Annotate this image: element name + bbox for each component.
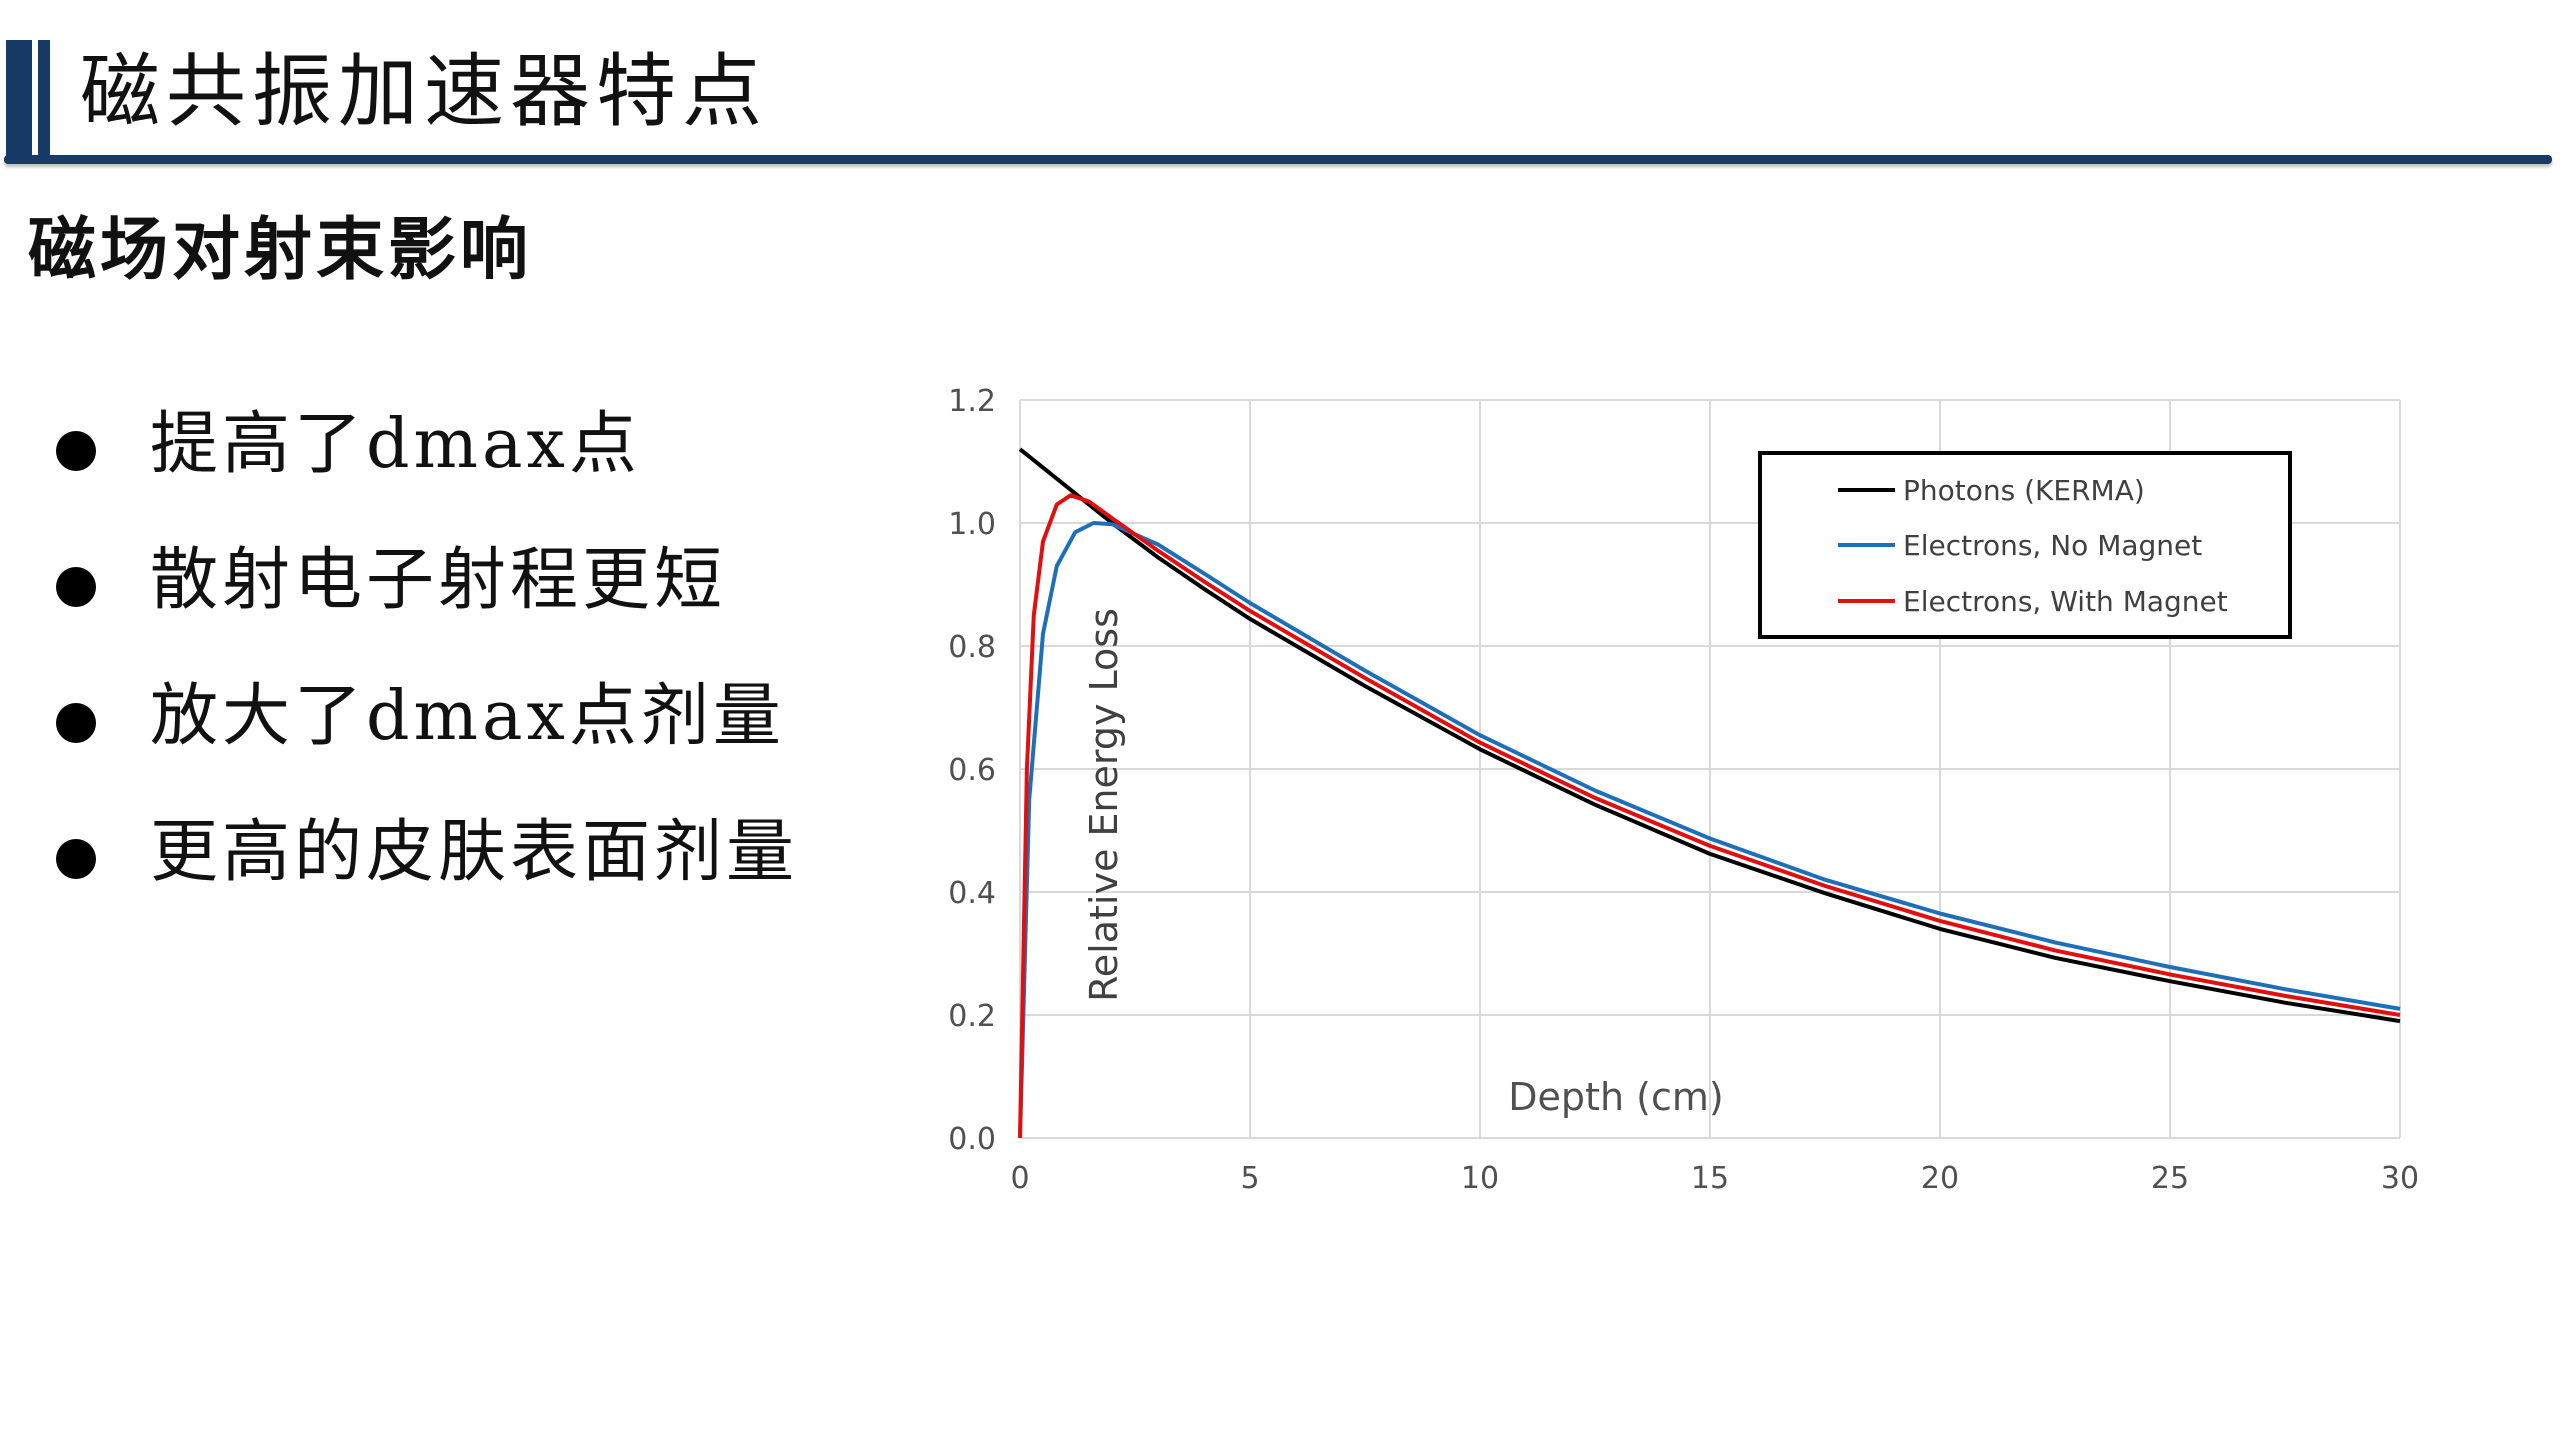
- legend-label-electrons-no-magnet: Electrons, No Magnet: [1903, 529, 2202, 562]
- bullet-item: 提高了dmax点: [50, 405, 798, 541]
- series-line-electrons-with-magnet: [1018, 493, 2401, 1139]
- x-tick-label: 10: [1461, 1161, 1499, 1196]
- y-tick-label: 0.6: [948, 753, 996, 788]
- series-line-photons-kerma: [1018, 447, 2401, 1024]
- y-tick-label: 0.0: [948, 1122, 996, 1157]
- y-axis-label: Relative Energy Loss: [1082, 608, 1126, 1002]
- title-divider: [4, 155, 2552, 164]
- page-title: 磁共振加速器特点: [80, 45, 768, 138]
- section-subtitle: 磁场对射束影响: [28, 210, 533, 290]
- legend-label-photons: Photons (KERMA): [1903, 474, 2145, 507]
- bullet-item: 放大了dmax点剂量: [50, 677, 798, 813]
- x-tick-label: 25: [2151, 1161, 2189, 1196]
- bullet-item: 更高的皮肤表面剂量: [50, 813, 798, 949]
- chart-ticks: 0 5 10 15 20 25 30 0.0 0.2 0.4 0.6 0.8 1.0 1.2: [948, 384, 2419, 1196]
- bullet-text: 放大了dmax点剂量: [150, 677, 785, 756]
- bullet-text: 更高的皮肤表面剂量: [150, 813, 799, 892]
- bullet-dot-icon: [56, 703, 96, 743]
- bullet-dot-icon: [56, 567, 96, 607]
- title-accent-bar-thin: [38, 40, 50, 162]
- x-tick-label: 5: [1240, 1161, 1259, 1196]
- x-tick-label: 30: [2381, 1161, 2419, 1196]
- bullet-text: 提高了dmax点: [150, 405, 641, 484]
- bullet-dot-icon: [56, 431, 96, 471]
- title-accent-bar: [6, 40, 32, 162]
- legend-label-electrons-with-magnet: Electrons, With Magnet: [1903, 585, 2228, 618]
- chart-series: [1018, 447, 2401, 1139]
- y-tick-label: 1.0: [948, 507, 996, 542]
- chart-grid: [1019, 399, 2401, 1139]
- chart-legend: Photons (KERMA) Electrons, No Magnet Ele…: [1758, 451, 2292, 639]
- y-tick-label: 0.8: [948, 630, 996, 665]
- bullet-text: 散射电子射程更短: [150, 541, 727, 620]
- x-tick-label: 20: [1921, 1161, 1959, 1196]
- x-tick-label: 15: [1691, 1161, 1729, 1196]
- y-tick-label: 1.2: [948, 384, 996, 419]
- x-axis-label: Depth (cm): [1508, 1075, 1723, 1119]
- bullet-list: 提高了dmax点 散射电子射程更短 放大了dmax点剂量 更高的皮肤表面剂量: [50, 405, 798, 949]
- bullet-dot-icon: [56, 839, 96, 879]
- bullet-item: 散射电子射程更短: [50, 541, 798, 677]
- y-tick-label: 0.2: [948, 999, 996, 1034]
- series-line-electrons-no-magnet: [1018, 521, 2401, 1139]
- y-tick-label: 0.4: [948, 876, 996, 911]
- x-tick-label: 0: [1010, 1161, 1029, 1196]
